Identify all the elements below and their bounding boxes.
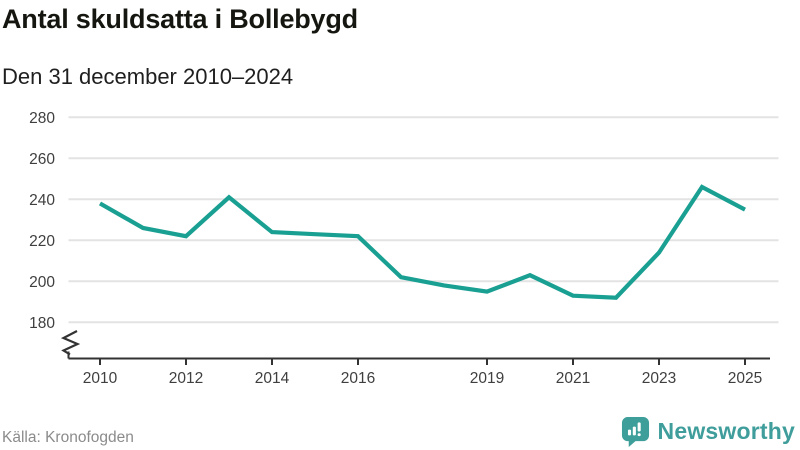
axis-break-squiggle — [60, 330, 81, 356]
x-tick-label: 2025 — [728, 370, 762, 387]
chart-subtitle: Den 31 december 2010–2024 — [2, 64, 294, 89]
source-caption: Källa: Kronofogden — [2, 429, 134, 446]
y-tick-label: 240 — [29, 192, 55, 209]
newsworthy-logo[interactable]: Newsworthy — [621, 416, 795, 447]
y-tick-label: 280 — [29, 110, 55, 127]
x-tick-label: 2010 — [83, 370, 118, 387]
page-title: Antal skuldsatta i Bollebygd — [2, 4, 358, 34]
x-tick-label: 2021 — [556, 370, 590, 387]
y-tick-label: 180 — [29, 315, 55, 332]
x-tick-label: 2023 — [642, 370, 676, 387]
x-tick-label: 2014 — [255, 370, 290, 387]
x-tick-label: 2016 — [341, 370, 375, 387]
newsworthy-logo-icon — [621, 417, 649, 447]
data-line — [98, 184, 746, 300]
x-tick-label: 2012 — [169, 370, 203, 387]
y-tick-label: 200 — [29, 274, 55, 291]
x-tick-label: 2019 — [470, 370, 504, 387]
y-tick-label: 260 — [29, 151, 55, 168]
newsworthy-wordmark: Newsworthy — [657, 418, 795, 444]
y-tick-label: 220 — [29, 233, 55, 250]
bar-chart-exclamation-icon — [627, 422, 641, 437]
